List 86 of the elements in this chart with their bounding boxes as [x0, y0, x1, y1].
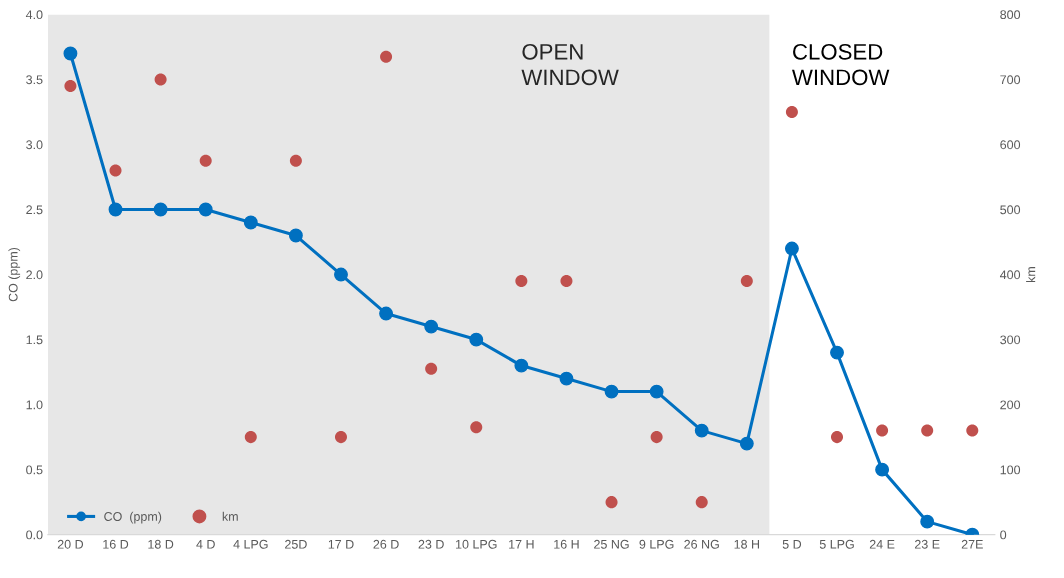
point	[830, 345, 844, 360]
x-tick-label: 4 LPG	[233, 539, 268, 549]
y-tick-label: 2.0	[26, 270, 43, 280]
point	[920, 514, 935, 529]
point	[649, 384, 664, 399]
x-tick-label: 23 E	[914, 539, 940, 549]
y2-tick-label: 800	[1000, 10, 1021, 20]
point	[153, 202, 168, 217]
point	[785, 105, 798, 118]
point	[198, 202, 213, 217]
point	[921, 424, 934, 437]
annotation: CLOSED WINDOW	[792, 43, 890, 86]
x-tick-label: 10 LPG	[456, 539, 497, 549]
point	[515, 275, 528, 288]
y2-tick-label: 0	[1000, 530, 1007, 540]
y2-tick-label: 500	[1000, 205, 1021, 215]
point	[425, 362, 438, 375]
y-tick-label: 0.0	[26, 530, 43, 540]
x-tick-label: 20 D	[57, 539, 84, 549]
point	[380, 50, 393, 63]
point	[559, 371, 574, 386]
point	[108, 202, 123, 217]
point	[604, 384, 619, 399]
y-tick-label: 3.0	[26, 140, 43, 150]
point	[514, 358, 529, 373]
point	[154, 73, 167, 86]
point	[605, 496, 618, 509]
point	[831, 431, 844, 444]
legend-label: km	[222, 511, 238, 521]
x-tick-label: 5 D	[782, 539, 802, 549]
x-tick-label: 18 H	[734, 539, 760, 549]
y2-tick-label: 100	[1000, 465, 1021, 475]
point	[334, 267, 348, 282]
y2-axis-title: km	[1026, 267, 1036, 283]
point	[695, 496, 708, 509]
point	[740, 275, 753, 288]
point	[63, 46, 78, 61]
x-tick-label: 27E	[961, 539, 983, 549]
y-tick-label: 1.5	[26, 335, 43, 345]
x-tick-label: 5 LPG	[819, 539, 854, 549]
point	[469, 332, 484, 347]
x-tick-label: 16 D	[103, 539, 129, 549]
y-axis-title: CO (ppm)	[8, 247, 21, 302]
point	[334, 431, 347, 444]
point	[288, 228, 303, 243]
x-tick-label: 26 NG	[684, 539, 719, 549]
x-tick-label: 25D	[285, 539, 307, 549]
y-tick-label: 4.0	[25, 10, 43, 20]
point	[694, 423, 709, 438]
point	[64, 79, 77, 92]
point	[966, 424, 979, 437]
y2-tick-label: 700	[1000, 75, 1021, 85]
x-tick-label: 9 LPG	[639, 539, 674, 549]
x-tick-label: 18 D	[148, 539, 174, 549]
point	[243, 215, 258, 230]
point	[784, 241, 799, 256]
point	[470, 421, 483, 434]
point	[650, 431, 663, 444]
x-tick-label: 23 D	[418, 539, 444, 549]
point	[876, 424, 889, 437]
point	[875, 462, 890, 477]
x-tick-label: 17 H	[509, 539, 534, 549]
band-label: OPEN WINDOW	[521, 43, 619, 86]
x-tick-label: 25 NG	[594, 539, 629, 549]
point	[109, 164, 122, 177]
y-tick-label: 1.0	[26, 400, 43, 410]
y-tick-label: 3.5	[26, 75, 43, 85]
x-tick-label: 26 D	[373, 539, 399, 549]
y-tick-label: 2.5	[26, 205, 43, 215]
x-tick-label: 17 D	[328, 539, 354, 549]
point	[424, 319, 439, 334]
y2-tick-label: 400	[999, 270, 1021, 280]
x-tick-label: 24 E	[869, 539, 895, 549]
point	[289, 154, 302, 167]
legend-label: CO (ppm)	[104, 511, 162, 524]
x-tick-label: 16 H	[554, 539, 579, 549]
point	[560, 275, 573, 288]
y2-tick-label: 200	[1000, 400, 1021, 410]
y-tick-label: 0.5	[26, 465, 43, 475]
point	[199, 154, 212, 167]
y2-tick-label: 600	[1000, 140, 1021, 150]
point	[244, 431, 257, 444]
x-tick-label: 4 D	[196, 539, 215, 549]
y2-tick-label: 300	[1000, 335, 1021, 345]
point	[739, 436, 754, 451]
point	[379, 306, 394, 321]
